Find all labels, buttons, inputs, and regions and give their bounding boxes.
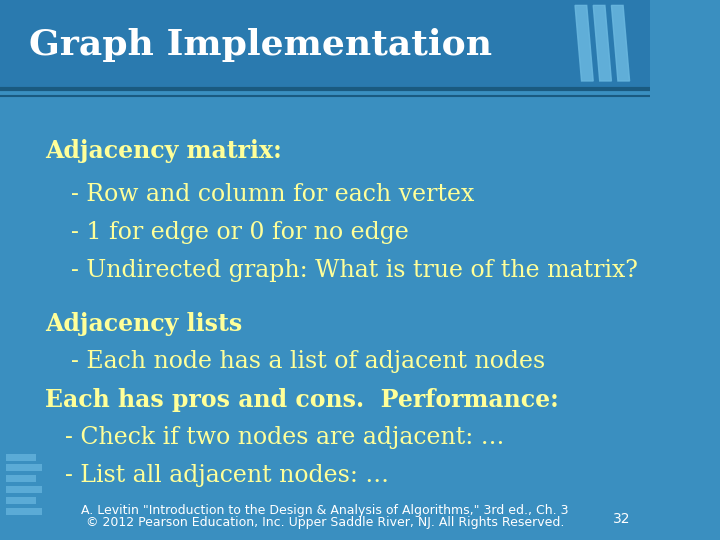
FancyBboxPatch shape bbox=[6, 508, 42, 515]
FancyBboxPatch shape bbox=[6, 497, 36, 504]
Text: 32: 32 bbox=[613, 512, 630, 526]
FancyBboxPatch shape bbox=[6, 454, 36, 461]
FancyBboxPatch shape bbox=[0, 0, 649, 89]
Text: - List all adjacent nodes: …: - List all adjacent nodes: … bbox=[65, 464, 389, 487]
FancyBboxPatch shape bbox=[6, 464, 42, 471]
Polygon shape bbox=[611, 5, 629, 81]
Text: A. Levitin "Introduction to the Design & Analysis of Algorithms," 3rd ed., Ch. 3: A. Levitin "Introduction to the Design &… bbox=[81, 504, 569, 517]
FancyBboxPatch shape bbox=[6, 475, 36, 482]
Text: - 1 for edge or 0 for no edge: - 1 for edge or 0 for no edge bbox=[71, 221, 410, 244]
FancyBboxPatch shape bbox=[6, 486, 42, 493]
Text: Graph Implementation: Graph Implementation bbox=[30, 28, 492, 62]
Text: Adjacency lists: Adjacency lists bbox=[45, 312, 243, 336]
Text: Each has pros and cons.  Performance:: Each has pros and cons. Performance: bbox=[45, 388, 559, 411]
Text: © 2012 Pearson Education, Inc. Upper Saddle River, NJ. All Rights Reserved.: © 2012 Pearson Education, Inc. Upper Sad… bbox=[86, 516, 564, 529]
Polygon shape bbox=[593, 5, 611, 81]
Polygon shape bbox=[575, 5, 593, 81]
Text: - Check if two nodes are adjacent: …: - Check if two nodes are adjacent: … bbox=[65, 426, 504, 449]
Text: - Row and column for each vertex: - Row and column for each vertex bbox=[71, 183, 474, 206]
Text: - Undirected graph: What is true of the matrix?: - Undirected graph: What is true of the … bbox=[71, 259, 639, 281]
Text: - Each node has a list of adjacent nodes: - Each node has a list of adjacent nodes bbox=[71, 350, 546, 373]
Text: Adjacency matrix:: Adjacency matrix: bbox=[45, 139, 282, 163]
